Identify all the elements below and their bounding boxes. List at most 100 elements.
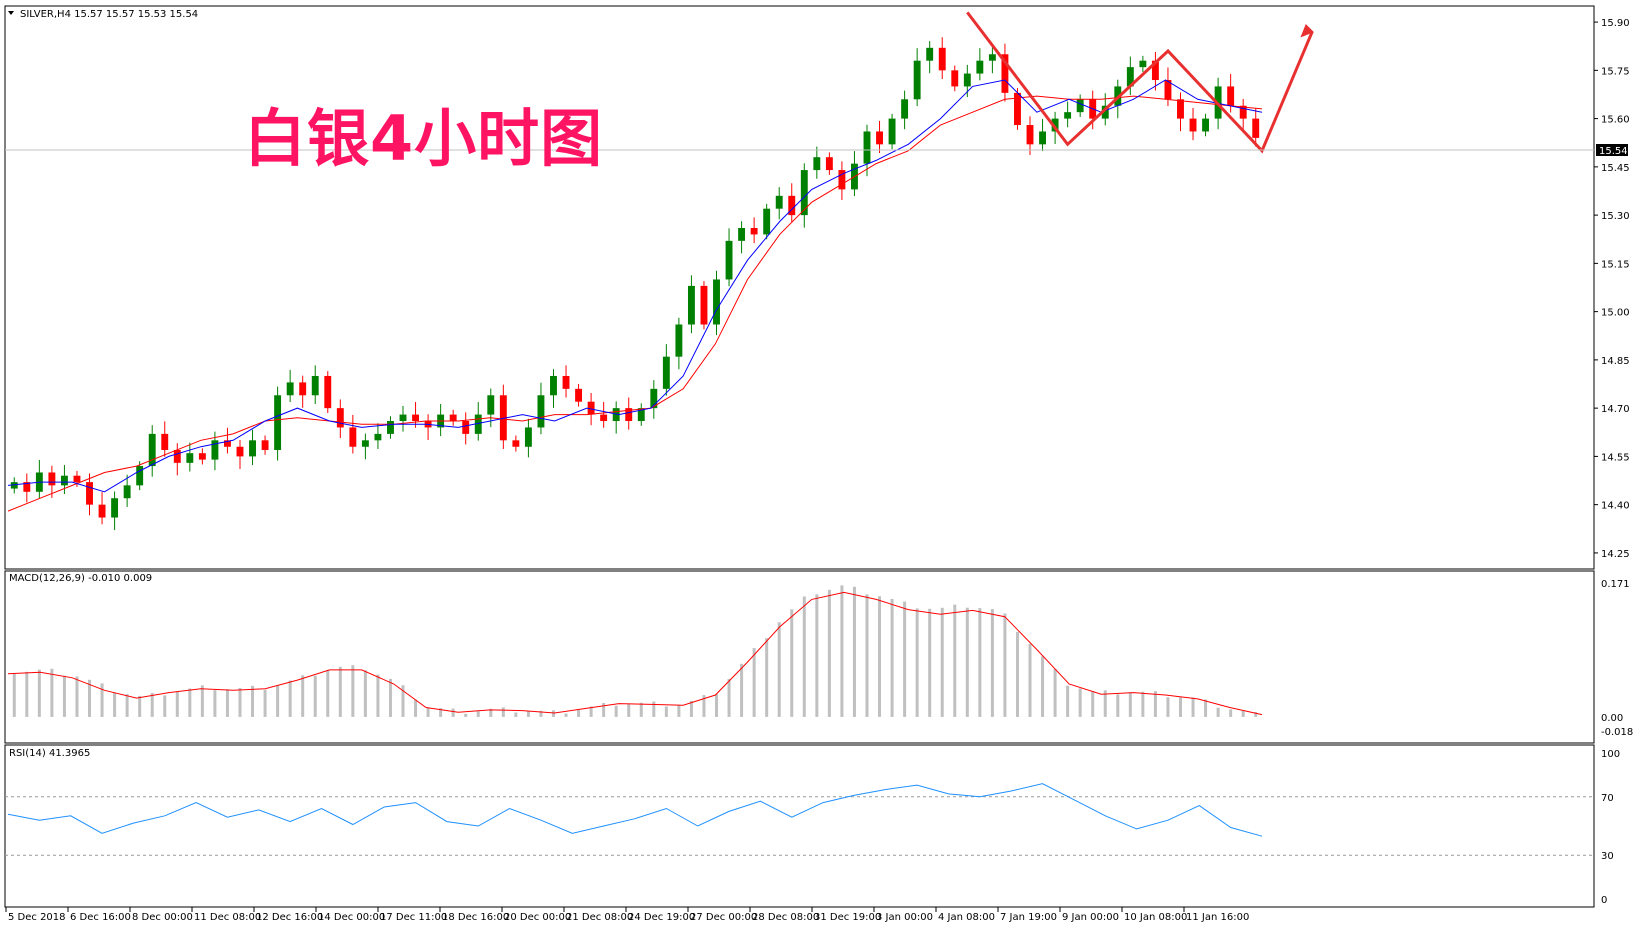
time-tick-label: 31 Dec 19:00: [814, 912, 881, 923]
macd-bar: [326, 669, 330, 717]
candle-body: [813, 157, 821, 171]
candle-body: [10, 482, 18, 489]
macd-bar: [1204, 699, 1208, 717]
candle-body: [361, 440, 369, 447]
macd-bar: [376, 674, 380, 717]
candle-body: [1202, 118, 1210, 132]
candle-body: [788, 195, 796, 216]
macd-bar: [903, 601, 907, 717]
candle-body: [274, 395, 282, 450]
macd-bar: [125, 694, 129, 717]
candle-body: [136, 466, 144, 486]
macd-bar: [639, 702, 643, 717]
macd-bar: [62, 675, 66, 717]
macd-bar: [1216, 707, 1220, 717]
macd-bar: [777, 622, 781, 717]
price-tick-label: 14.70: [1601, 404, 1630, 415]
macd-bar: [539, 710, 543, 717]
time-tick-label: 27 Dec 00:00: [690, 912, 757, 923]
candle-body: [286, 382, 294, 396]
macd-bar: [75, 676, 79, 717]
rsi-panel: [4, 744, 1595, 908]
candle-body: [1177, 99, 1184, 119]
macd-bar: [138, 695, 142, 717]
candle-body: [387, 421, 394, 434]
time-tick-label: 10 Jan 08:00: [1124, 912, 1187, 923]
candle-body: [173, 449, 181, 463]
macd-bar: [752, 648, 756, 717]
price-tick-label: 15.90: [1601, 18, 1630, 29]
candle-body: [600, 414, 608, 422]
candle-body: [474, 414, 482, 434]
candle-body: [299, 382, 307, 396]
macd-bar: [1191, 697, 1195, 717]
candle-body: [499, 395, 507, 441]
candle-body: [612, 408, 620, 422]
candle-body: [1014, 92, 1021, 126]
macd-bar: [213, 690, 217, 717]
candle-body: [901, 99, 909, 119]
macd-bar: [363, 670, 367, 717]
macd-bar: [953, 604, 957, 717]
macd-bar: [1153, 691, 1157, 717]
macd-bar: [1241, 710, 1245, 717]
macd-bar: [163, 695, 167, 717]
time-tick-label: 6 Dec 16:00: [70, 912, 131, 923]
candle-body: [662, 356, 670, 389]
time-tick-label: 3 Jan 00:00: [876, 912, 933, 923]
macd-bar: [175, 691, 179, 717]
macd-bar: [238, 688, 242, 717]
candle-body: [1139, 60, 1147, 68]
candle-body: [562, 375, 570, 389]
candle-body: [775, 195, 783, 209]
macd-bar: [1254, 712, 1258, 717]
macd-bar: [715, 694, 719, 717]
macd-bar: [1128, 692, 1132, 717]
macd-bar: [689, 700, 693, 717]
macd-bar: [815, 594, 819, 717]
candle-body: [1001, 54, 1009, 93]
candle-body: [1064, 112, 1072, 119]
time-tick-label: 24 Dec 19:00: [628, 912, 695, 923]
price-tick-label: 15.60: [1601, 115, 1630, 126]
price-tick-label: 15.75: [1601, 66, 1630, 77]
macd-bar: [702, 695, 706, 717]
macd-bar: [1053, 669, 1057, 717]
macd-bar: [827, 589, 831, 717]
candle-body: [938, 47, 946, 71]
candle-body: [838, 170, 846, 190]
macd-bar: [501, 707, 505, 717]
candle-body: [1039, 131, 1046, 145]
macd-bar: [476, 711, 480, 717]
macd-bar: [614, 705, 618, 717]
candle-body: [713, 279, 720, 325]
collapse-arrow-icon[interactable]: [8, 11, 14, 15]
candle-body: [48, 472, 56, 486]
macd-bar: [1091, 690, 1095, 717]
candle-body: [236, 446, 244, 457]
macd-bar: [1015, 631, 1019, 717]
macd-bar: [740, 663, 744, 717]
macd-bar: [288, 680, 292, 717]
candle-body: [675, 324, 683, 357]
candle-body: [913, 60, 921, 100]
macd-tick-label: 0.171: [1601, 579, 1630, 590]
candle-body: [249, 440, 256, 457]
price-tick-label: 14.25: [1601, 549, 1630, 560]
macd-bar: [251, 685, 255, 717]
macd-bar: [113, 692, 117, 717]
time-tick-label: 11 Jan 16:00: [1186, 912, 1249, 923]
price-tick-label: 14.85: [1601, 356, 1630, 367]
candle-body: [224, 440, 231, 447]
candle-body: [926, 47, 934, 61]
macd-bar: [188, 688, 192, 717]
price-tick-label: 14.55: [1601, 452, 1630, 463]
candle-body: [60, 475, 68, 486]
candle-body: [637, 408, 645, 422]
macd-bar: [1003, 613, 1007, 717]
candle-body: [186, 453, 194, 463]
macd-bar: [25, 671, 29, 717]
macd-bar: [100, 683, 104, 717]
candle-body: [550, 375, 557, 396]
